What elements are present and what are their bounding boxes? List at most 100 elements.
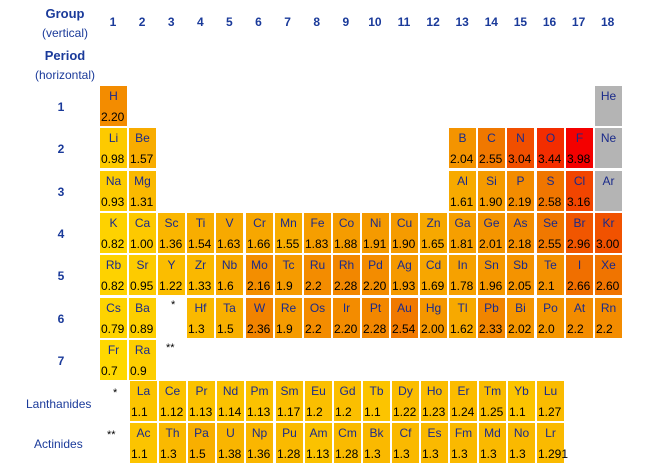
element-la: La 1.1 [130,381,157,421]
element-kr: Kr 3.00 [595,213,622,253]
electronegativity-value: 1.28 [277,447,301,461]
element-symbol: Na [105,174,122,188]
electronegativity-value: 1.291 [538,447,569,461]
element-symbol: Y [167,258,176,272]
element-symbol: Co [338,216,355,230]
element-symbol: Cr [253,216,266,230]
element-symbol: Kr [602,216,615,230]
electronegativity-value: 1.96 [479,279,503,293]
element-symbol: Cl [573,174,586,188]
group-number-3: 3 [167,15,175,29]
electronegativity-value: 2.66 [567,279,591,293]
period-number-6: 6 [57,311,65,326]
electronegativity-value: 2.55 [479,152,503,166]
electronegativity-value: 2.33 [479,322,503,336]
element-ti: Ti 1.54 [187,213,214,253]
electronegativity-value: 0.98 [101,152,125,166]
electronegativity-value: 0.82 [101,237,125,251]
element-symbol: Sb [513,258,528,272]
period-number-2: 2 [57,142,65,157]
electronegativity-value: 1.22 [393,405,417,419]
element-symbol: Pb [484,301,499,315]
group-number-4: 4 [196,15,204,29]
element-symbol: Ti [195,216,206,230]
element-symbol: Nd [222,384,239,398]
element-ni: Ni 1.91 [362,213,389,253]
element-symbol: Os [309,301,326,315]
group-number-6: 6 [255,15,262,29]
element-se: Se 2.55 [537,213,564,253]
period-number-3: 3 [57,184,65,199]
element-bi: Bi 2.02 [507,298,534,338]
element-cd: Cd 1.69 [420,255,447,295]
element-symbol: Rb [105,258,122,272]
element-in: In 1.78 [449,255,476,295]
element-symbol: V [225,216,234,230]
element-f: F 3.98 [566,128,593,168]
element-hg: Hg 2.00 [420,298,447,338]
element-ta: Ta 1.5 [216,298,243,338]
electronegativity-value: 2.55 [538,237,562,251]
electronegativity-value: 1.3 [188,322,205,336]
electronegativity-value: 1.00 [130,237,154,251]
element-symbol: Sm [280,384,299,398]
electronegativity-value: 1.6 [217,279,234,293]
electronegativity-value: 0.93 [101,195,125,209]
element-u: U 1.38 [217,423,244,463]
element-symbol: Zr [194,258,207,272]
element-symbol: Br [573,216,586,230]
element-symbol: Pa [194,426,209,440]
electronegativity-value: 3.00 [596,237,620,251]
group-number-18: 18 [601,15,615,29]
element-b: B 2.04 [449,128,476,168]
element-sc: Sc 1.36 [158,213,185,253]
electronegativity-value: 1.36 [247,447,271,461]
element-symbol: Cd [425,258,442,272]
element-symbol: Ir [342,301,351,315]
electronegativity-value: 3.16 [567,195,591,209]
element-symbol: Mg [134,174,151,188]
element-np: Np 1.36 [246,423,273,463]
element-symbol: Xe [601,258,616,272]
element-symbol: Tl [457,301,468,315]
actinide-marker-row: ** [107,429,116,441]
element-ne: Ne [595,128,622,168]
element-pm: Pm 1.13 [246,381,273,421]
group-number-2: 2 [138,15,146,29]
element-symbol: Al [457,174,468,188]
group-number-11: 11 [397,15,411,29]
element-symbol: Be [135,131,150,145]
element-symbol: Rh [338,258,355,272]
element-symbol: Mn [280,216,297,230]
actinide-marker-table: ** [166,342,175,354]
electronegativity-value: 1.62 [450,322,474,336]
element-zn: Zn 1.65 [420,213,447,253]
element-symbol: F [575,131,584,145]
element-mg: Mg 1.31 [129,171,156,211]
element-mo: Mo 2.16 [246,255,273,295]
actinides-label: Actinides [34,437,83,451]
element-symbol: B [458,131,467,145]
electronegativity-value: 1.61 [450,195,474,209]
element-symbol: At [573,301,586,315]
electronegativity-value: 2.28 [363,322,387,336]
element-symbol: Ra [134,343,151,357]
electronegativity-value: 1.25 [480,405,504,419]
electronegativity-value: 1.90 [479,195,503,209]
element-lr: Lr 1.291 [537,423,568,463]
electronegativity-value: 1.3 [160,447,177,461]
element-tl: Tl 1.62 [449,298,476,338]
electronegativity-value: 1.17 [277,405,301,419]
electronegativity-value: 1.3 [364,447,381,461]
element-tb: Tb 1.1 [363,381,390,421]
electronegativity-value: 2.19 [508,195,532,209]
element-symbol: H [109,89,118,103]
period-number-5: 5 [57,269,65,284]
electronegativity-value: 1.1 [131,447,148,461]
electronegativity-value: 3.44 [538,152,562,166]
element-symbol: Se [543,216,558,230]
group-number-16: 16 [542,15,557,29]
element-k: K 0.82 [100,213,127,253]
element-ar: Ar [595,171,622,211]
